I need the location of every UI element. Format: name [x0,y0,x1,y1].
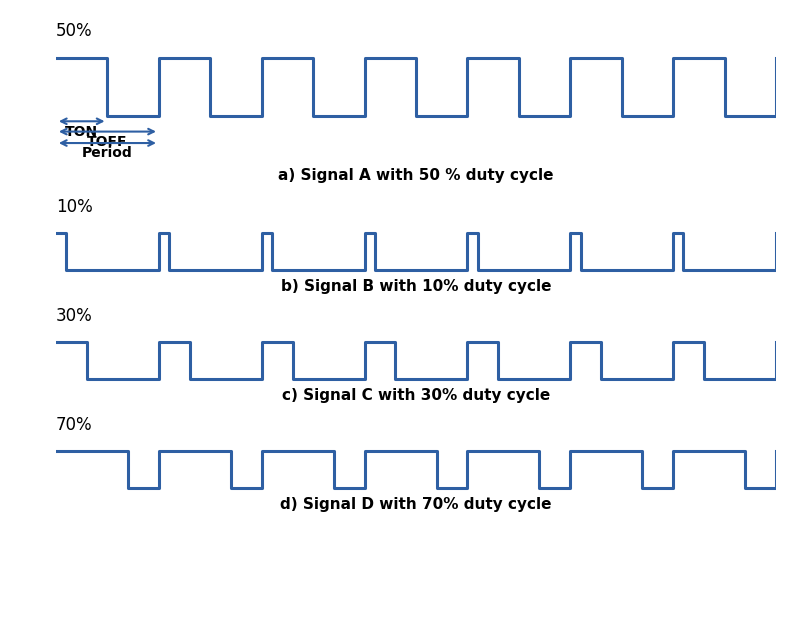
Text: 10%: 10% [56,198,93,216]
Text: Period: Period [82,146,133,160]
Text: c) Signal C with 30% duty cycle: c) Signal C with 30% duty cycle [282,388,550,403]
Text: d) Signal D with 70% duty cycle: d) Signal D with 70% duty cycle [280,497,552,512]
Text: 30%: 30% [56,307,93,325]
Text: b) Signal B with 10% duty cycle: b) Signal B with 10% duty cycle [281,279,551,294]
Text: a) Signal A with 50 % duty cycle: a) Signal A with 50 % duty cycle [278,168,554,183]
Text: TOFF: TOFF [87,135,128,149]
Text: TON: TON [65,125,98,139]
Text: 50%: 50% [56,22,93,40]
Text: 70%: 70% [56,416,93,434]
